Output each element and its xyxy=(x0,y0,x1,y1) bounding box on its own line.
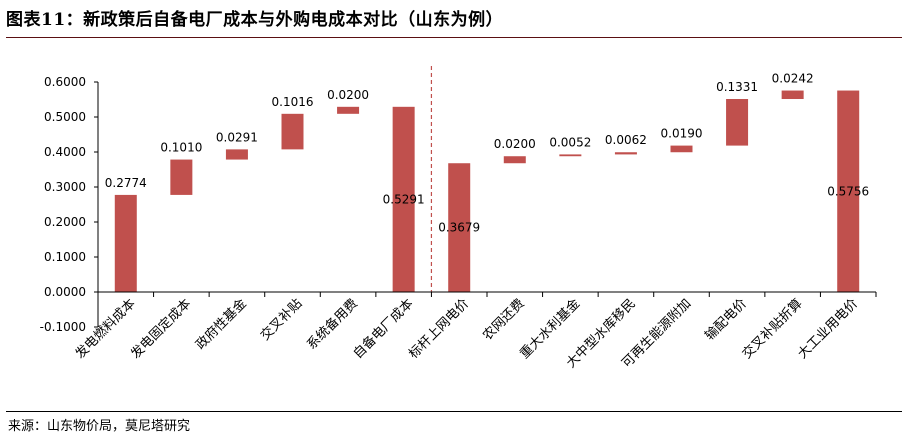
y-axis: -0.1000 0.0000 0.1000 0.2000 0.3000 0.4000 0.5… xyxy=(40,75,99,334)
bar xyxy=(281,113,304,150)
x-tick-label: 标杆上网电价 xyxy=(406,296,472,362)
bar xyxy=(781,90,804,100)
data-label: 0.1010 xyxy=(160,141,202,155)
y-tick-label: 0.5000 xyxy=(44,110,86,124)
x-tick-label: 农网还费 xyxy=(480,296,527,343)
waterfall-chart: -0.1000 0.0000 0.1000 0.2000 0.3000 0.4000 0.5… xyxy=(40,66,877,371)
footer-divider xyxy=(6,411,902,412)
y-tick-label: 0.3000 xyxy=(44,180,86,194)
bar xyxy=(170,159,193,195)
data-label: 0.0242 xyxy=(772,72,814,86)
data-label: 0.0200 xyxy=(494,137,536,151)
data-label: 0.2774 xyxy=(105,176,147,190)
x-tick-label: 系统备用费 xyxy=(304,296,361,353)
figure-title: 图表11：新政策后自备电厂成本与外购电成本对比（山东为例） xyxy=(6,10,504,30)
data-label: 0.5291 xyxy=(383,192,425,206)
y-tick-label: -0.1000 xyxy=(40,320,86,334)
y-tick-label: 0.2000 xyxy=(44,215,86,229)
title-divider xyxy=(6,37,902,38)
x-tick-label: 交叉补贴 xyxy=(257,296,305,344)
data-label: 0.1016 xyxy=(272,95,314,109)
bar xyxy=(392,106,415,292)
bar xyxy=(114,194,137,292)
data-label: 0.1331 xyxy=(716,80,758,94)
bar xyxy=(837,90,860,292)
data-label: 0.3679 xyxy=(438,221,480,235)
y-tick-label: 0.0000 xyxy=(44,285,86,299)
bar xyxy=(614,152,637,155)
bar xyxy=(225,149,248,160)
y-tick-label: 0.4000 xyxy=(44,145,86,159)
data-label: 0.0052 xyxy=(549,135,591,149)
x-tick-label: 大工业用电价 xyxy=(795,296,861,362)
bar xyxy=(670,145,693,153)
data-label: 0.0190 xyxy=(661,127,703,141)
x-tick-label: 政府性基金 xyxy=(192,296,249,353)
bar xyxy=(726,99,749,146)
data-label: 0.0062 xyxy=(605,133,647,147)
data-label: 0.0200 xyxy=(327,88,369,102)
data-label: 0.5756 xyxy=(827,184,869,198)
x-tick-label: 发电固定成本 xyxy=(128,296,194,362)
y-tick-label: 0.1000 xyxy=(44,250,86,264)
bar-series: 0.2774 0.1010 0.0291 0.1016 0.0200 0.5291 0.36… xyxy=(105,66,869,292)
source-note: 来源：山东物价局，莫尼塔研究 xyxy=(8,419,191,434)
bar xyxy=(559,154,582,157)
y-tick-label: 0.6000 xyxy=(44,75,86,89)
bar xyxy=(337,106,360,114)
data-label: 0.0291 xyxy=(216,130,258,144)
bar xyxy=(448,163,471,292)
bar xyxy=(503,156,526,164)
x-tick-label: 输配电价 xyxy=(702,296,750,344)
